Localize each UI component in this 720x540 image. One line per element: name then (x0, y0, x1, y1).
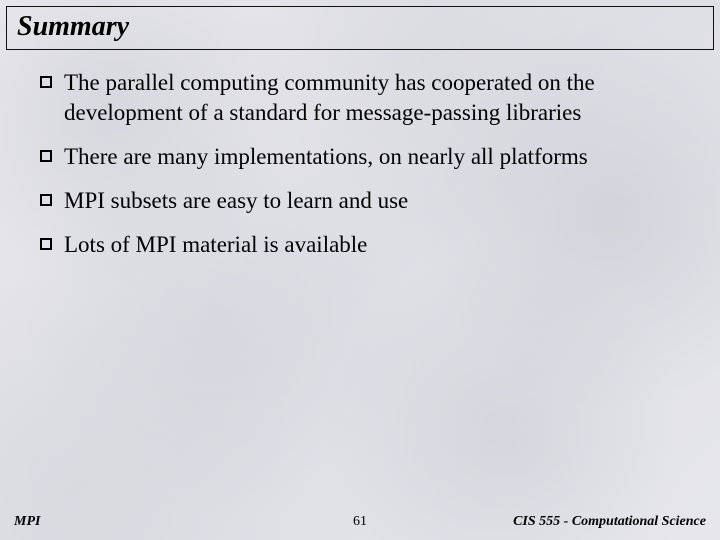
slide: Summary The parallel computing community… (0, 0, 720, 540)
square-bullet-icon (40, 76, 52, 88)
slide-title: Summary (17, 11, 703, 43)
bullet-text: MPI subsets are easy to learn and use (64, 186, 408, 216)
footer-right: CIS 555 - Computational Science (513, 514, 706, 530)
square-bullet-icon (40, 238, 52, 250)
square-bullet-icon (40, 150, 52, 162)
square-bullet-icon (40, 194, 52, 206)
bullet-item: The parallel computing community has coo… (40, 68, 692, 128)
bullet-text: The parallel computing community has coo… (64, 68, 692, 128)
bullet-text: Lots of MPI material is available (64, 230, 367, 260)
bullet-item: There are many implementations, on nearl… (40, 142, 692, 172)
bullet-item: Lots of MPI material is available (40, 230, 692, 260)
bullet-text: There are many implementations, on nearl… (64, 142, 588, 172)
content-area: The parallel computing community has coo… (0, 50, 720, 540)
bullet-item: MPI subsets are easy to learn and use (40, 186, 692, 216)
footer: MPI 61 CIS 555 - Computational Science (0, 510, 720, 534)
title-box: Summary (6, 6, 714, 50)
